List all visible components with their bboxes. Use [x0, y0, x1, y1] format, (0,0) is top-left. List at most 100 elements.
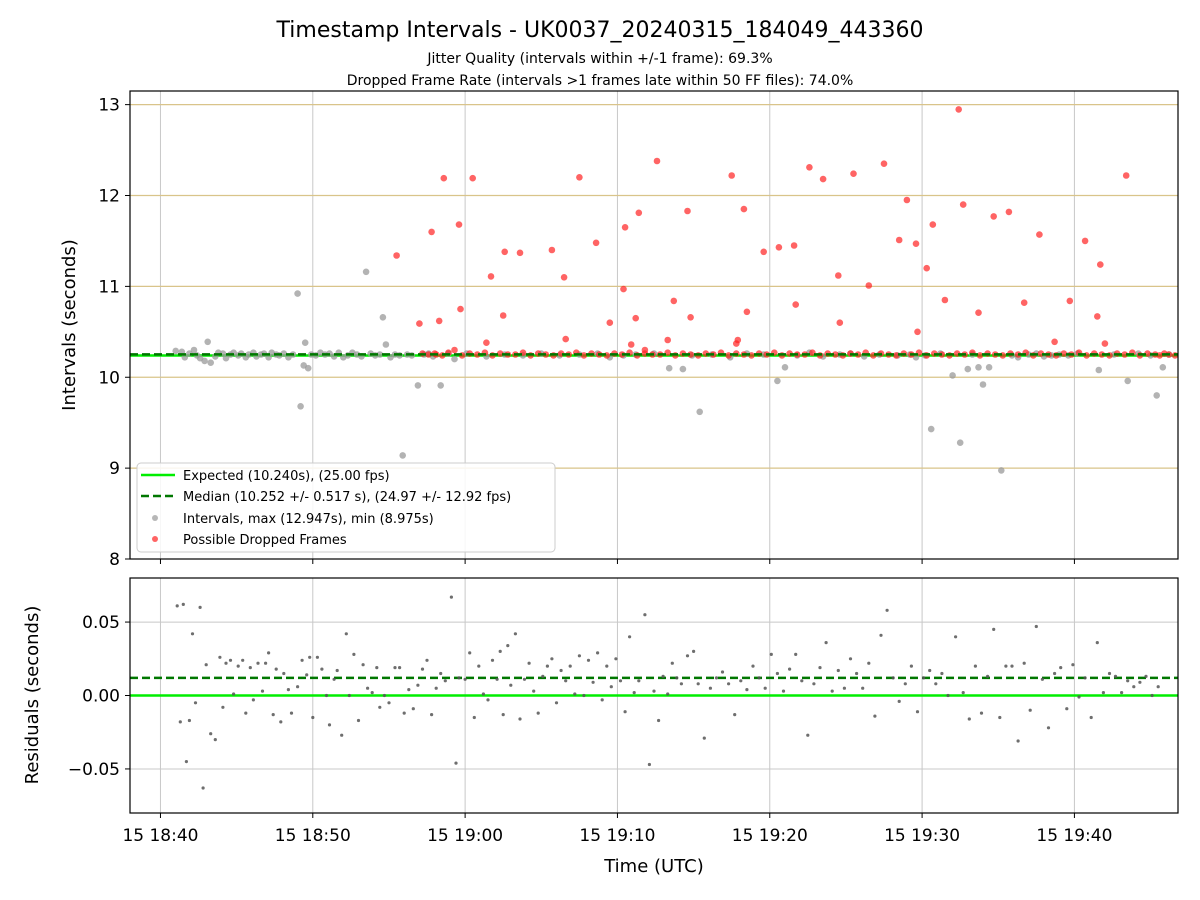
dropped-frame-point [955, 106, 962, 113]
residual-point [1089, 715, 1093, 720]
residual-point [696, 682, 700, 686]
residual-point [204, 663, 208, 667]
residual-point [198, 605, 202, 610]
dropped-frame-point [836, 319, 844, 327]
interval-point [679, 365, 687, 373]
residual-point [315, 655, 319, 659]
residual-point [472, 715, 476, 720]
intervals-y-tick-label: 10 [98, 368, 120, 388]
interval-point [376, 351, 384, 358]
residual-point [564, 679, 568, 683]
residual-point [812, 682, 816, 686]
legend-expected-label: Expected (10.240s), (25.00 fps) [183, 469, 390, 484]
dropped-frame-point [641, 346, 649, 354]
residual-point [1059, 666, 1063, 670]
residual-point [1077, 695, 1081, 699]
residual-point [181, 602, 185, 607]
residual-point [903, 682, 907, 686]
residual-point [928, 668, 932, 673]
interval-point [362, 268, 370, 276]
dropped-frame-point [560, 274, 568, 281]
residual-point [213, 738, 217, 742]
residual-point [1010, 664, 1014, 668]
dropped-frame-point [1051, 338, 1058, 346]
dropped-frame-point [428, 228, 435, 236]
residual-point [382, 693, 386, 698]
residual-point [1071, 663, 1075, 667]
dropped-frame-point [892, 352, 900, 359]
residual-point [679, 682, 684, 686]
residual-point [609, 685, 613, 689]
interval-point [190, 346, 198, 354]
dropped-frame-point [684, 207, 691, 215]
residual-point [370, 691, 374, 695]
residual-point [1034, 624, 1038, 629]
residual-point [244, 711, 248, 715]
residual-point [228, 658, 233, 662]
residuals-y-tick-label: −0.05 [68, 760, 120, 780]
interval-point [201, 357, 208, 365]
residual-point [861, 686, 865, 690]
interval-point [774, 377, 781, 385]
residual-point [468, 651, 472, 655]
residual-point [967, 717, 971, 721]
dropped-frame-point [653, 157, 661, 165]
residual-point [873, 714, 877, 718]
residual-point [848, 657, 853, 661]
residuals-y-tick-label: 0.05 [82, 613, 120, 633]
residual-point [647, 762, 652, 767]
dropped-frame-point [865, 282, 873, 289]
residual-point [434, 686, 438, 690]
residual-point [605, 664, 609, 668]
residual-point [909, 664, 914, 668]
residual-point [481, 692, 485, 696]
residual-point [733, 713, 737, 717]
residual-point [463, 677, 467, 681]
intervals-y-tick-label: 8 [109, 550, 120, 570]
residual-point [486, 698, 490, 702]
residual-point [430, 713, 434, 717]
residual-point [449, 595, 453, 599]
interval-point [1153, 392, 1160, 399]
intervals-marks [130, 106, 1179, 474]
dropped-frame-point [393, 252, 400, 259]
residual-point [320, 667, 324, 671]
residual-point [361, 663, 365, 667]
residual-point [637, 679, 641, 683]
interval-point [979, 381, 987, 388]
residual-point [224, 661, 228, 665]
residual-point [666, 692, 670, 696]
dropped-frame-point [734, 336, 742, 344]
residual-point [187, 718, 191, 723]
residual-point [271, 713, 275, 717]
interval-point [998, 467, 1005, 474]
residual-point [573, 692, 577, 696]
dropped-frame-point [687, 351, 694, 358]
dropped-frame-point [903, 196, 911, 204]
residual-point [398, 666, 402, 670]
dropped-frame-point [469, 174, 477, 182]
residual-point [922, 676, 926, 680]
residual-point [289, 711, 294, 715]
residual-point [751, 664, 755, 668]
residual-point [522, 677, 527, 681]
residual-point [536, 711, 540, 715]
residual-point [643, 613, 647, 617]
residuals-y-axis-label: Residuals (seconds) [22, 606, 43, 785]
x-tick-label: 15 18:40 [122, 826, 198, 846]
dropped-frame-point [501, 248, 509, 256]
residual-point [218, 655, 222, 659]
residual-point [998, 715, 1002, 720]
dropped-frame-point [474, 351, 481, 358]
residual-point [806, 733, 810, 737]
interval-point [1159, 364, 1167, 371]
residual-point [1101, 691, 1105, 695]
dropped-frame-point [483, 339, 490, 347]
residuals-panel: −0.050.000.05 15 18:40 15 18:50 15 19:00 15… [22, 577, 1179, 877]
residual-point [739, 679, 743, 683]
chart-subtitle-jitter: Jitter Quality (intervals within +/-1 fr… [426, 51, 772, 67]
interval-point [379, 314, 387, 321]
residual-point [879, 633, 883, 637]
interval-point [222, 354, 230, 362]
dropped-frame-point [620, 285, 627, 293]
